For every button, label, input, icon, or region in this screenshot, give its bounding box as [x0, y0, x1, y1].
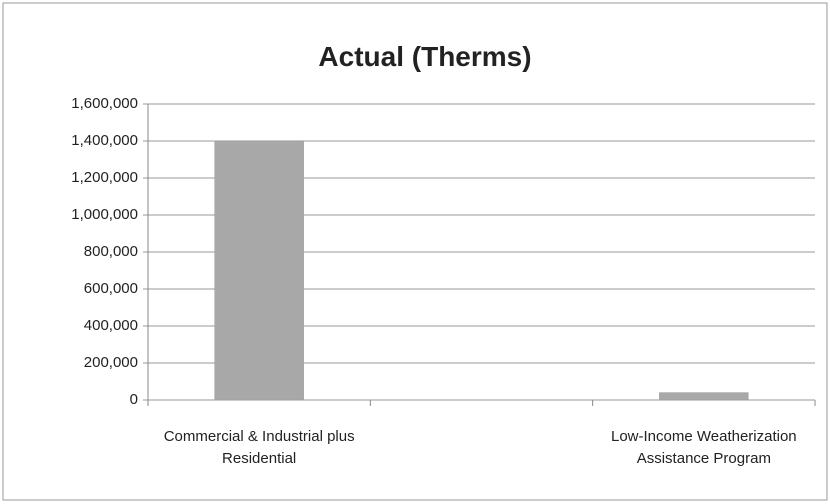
bar [659, 392, 749, 401]
x-tick-label: Low-Income Weatherization Assistance Pro… [611, 428, 797, 467]
y-tick-label: 1,000,000 [71, 206, 138, 223]
x-tick-label: Commercial & Industrial plus Residential [163, 428, 355, 467]
y-tick-label: 800,000 [84, 243, 138, 260]
y-tick-label: 0 [130, 391, 138, 408]
y-tick-label: 1,600,000 [71, 95, 138, 112]
y-tick-label: 1,200,000 [71, 169, 138, 186]
bar [214, 140, 304, 401]
y-tick-label: 400,000 [84, 317, 138, 334]
chart-title: Actual (Therms) [318, 41, 531, 72]
y-tick-label: 600,000 [84, 280, 138, 297]
y-tick-label: 200,000 [84, 354, 138, 371]
y-tick-label: 1,400,000 [71, 132, 138, 149]
